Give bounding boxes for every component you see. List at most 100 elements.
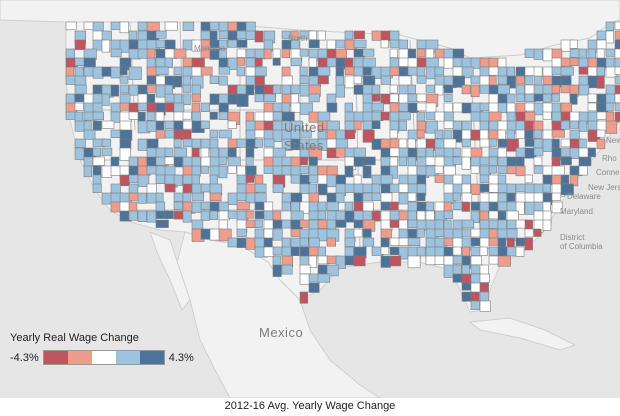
county-region[interactable]	[416, 102, 427, 112]
county-region[interactable]	[380, 228, 392, 239]
county-region[interactable]	[533, 129, 543, 139]
county-region[interactable]	[308, 66, 319, 77]
county-region[interactable]	[407, 192, 417, 202]
county-region[interactable]	[236, 48, 247, 58]
county-region[interactable]	[299, 156, 308, 165]
county-region[interactable]	[524, 48, 535, 58]
county-region[interactable]	[488, 156, 498, 166]
county-region[interactable]	[227, 120, 237, 129]
county-region[interactable]	[416, 147, 427, 158]
county-region[interactable]	[308, 255, 317, 268]
county-region[interactable]	[218, 111, 228, 120]
county-region[interactable]	[425, 84, 435, 93]
county-region[interactable]	[281, 48, 290, 59]
county-region[interactable]	[218, 66, 231, 75]
county-region[interactable]	[299, 48, 309, 57]
county-region[interactable]	[200, 210, 210, 221]
county-region[interactable]	[515, 165, 526, 177]
county-region[interactable]	[335, 147, 347, 158]
county-region[interactable]	[407, 237, 421, 246]
county-region[interactable]	[371, 192, 383, 201]
county-region[interactable]	[236, 165, 246, 177]
county-region[interactable]	[542, 219, 552, 231]
county-region[interactable]	[398, 111, 411, 121]
county-region[interactable]	[416, 39, 428, 49]
county-region[interactable]	[407, 48, 416, 59]
county-region[interactable]	[542, 138, 553, 152]
county-region[interactable]	[515, 120, 525, 131]
county-region[interactable]	[416, 192, 426, 201]
county-region[interactable]	[398, 120, 407, 131]
county-region[interactable]	[551, 84, 561, 94]
county-region[interactable]	[137, 210, 147, 222]
county-region[interactable]	[173, 66, 183, 76]
county-region[interactable]	[371, 30, 383, 41]
county-region[interactable]	[335, 210, 347, 222]
county-region[interactable]	[101, 39, 111, 53]
legend-swatch-1[interactable]	[43, 351, 68, 364]
county-region[interactable]	[479, 120, 489, 131]
county-region[interactable]	[443, 48, 454, 60]
county-region[interactable]	[380, 237, 390, 249]
county-region[interactable]	[416, 111, 425, 122]
county-region[interactable]	[578, 57, 589, 69]
county-region[interactable]	[488, 57, 499, 68]
county-region[interactable]	[110, 156, 120, 167]
county-region[interactable]	[191, 219, 204, 230]
county-region[interactable]	[380, 39, 389, 49]
county-region[interactable]	[605, 21, 615, 31]
county-region[interactable]	[281, 66, 291, 77]
county-region[interactable]	[596, 66, 605, 77]
county-region[interactable]	[182, 111, 192, 120]
county-region[interactable]	[587, 48, 596, 59]
county-region[interactable]	[65, 75, 77, 85]
county-region[interactable]	[137, 84, 148, 95]
county-region[interactable]	[596, 39, 607, 50]
county-region[interactable]	[344, 102, 353, 113]
county-region[interactable]	[272, 219, 283, 229]
county-region[interactable]	[173, 147, 187, 159]
county-region[interactable]	[173, 156, 183, 168]
county-region[interactable]	[227, 147, 237, 158]
county-region[interactable]	[380, 111, 390, 121]
county-region[interactable]	[398, 156, 408, 167]
county-region[interactable]	[92, 120, 102, 131]
county-region[interactable]	[578, 165, 588, 176]
county-region[interactable]	[209, 111, 218, 120]
county-region[interactable]	[200, 21, 211, 31]
county-region[interactable]	[281, 201, 291, 212]
county-region[interactable]	[137, 192, 147, 204]
county-region[interactable]	[443, 183, 454, 195]
county-region[interactable]	[470, 201, 481, 211]
county-region[interactable]	[515, 201, 525, 215]
county-region[interactable]	[92, 147, 102, 157]
county-region[interactable]	[299, 165, 309, 174]
county-region[interactable]	[164, 57, 173, 68]
county-region[interactable]	[74, 102, 84, 111]
county-region[interactable]	[128, 30, 138, 40]
county-region[interactable]	[155, 201, 166, 212]
county-region[interactable]	[461, 84, 471, 95]
county-region[interactable]	[614, 66, 620, 75]
county-region[interactable]	[326, 237, 336, 247]
county-region[interactable]	[596, 129, 606, 138]
county-region[interactable]	[560, 66, 574, 76]
county-region[interactable]	[344, 183, 356, 193]
county-region[interactable]	[83, 129, 96, 140]
county-region[interactable]	[479, 84, 491, 94]
county-region[interactable]	[497, 102, 507, 114]
county-region[interactable]	[434, 66, 445, 76]
county-region[interactable]	[344, 57, 354, 68]
county-region[interactable]	[119, 75, 129, 84]
county-region[interactable]	[407, 84, 416, 94]
county-region[interactable]	[236, 57, 246, 66]
county-region[interactable]	[551, 57, 563, 68]
county-region[interactable]	[605, 30, 614, 44]
county-region[interactable]	[524, 237, 533, 251]
county-region[interactable]	[335, 219, 347, 228]
county-region[interactable]	[326, 165, 338, 177]
county-region[interactable]	[182, 183, 194, 194]
county-region[interactable]	[362, 129, 375, 143]
county-region[interactable]	[614, 30, 620, 40]
county-region[interactable]	[596, 48, 605, 59]
